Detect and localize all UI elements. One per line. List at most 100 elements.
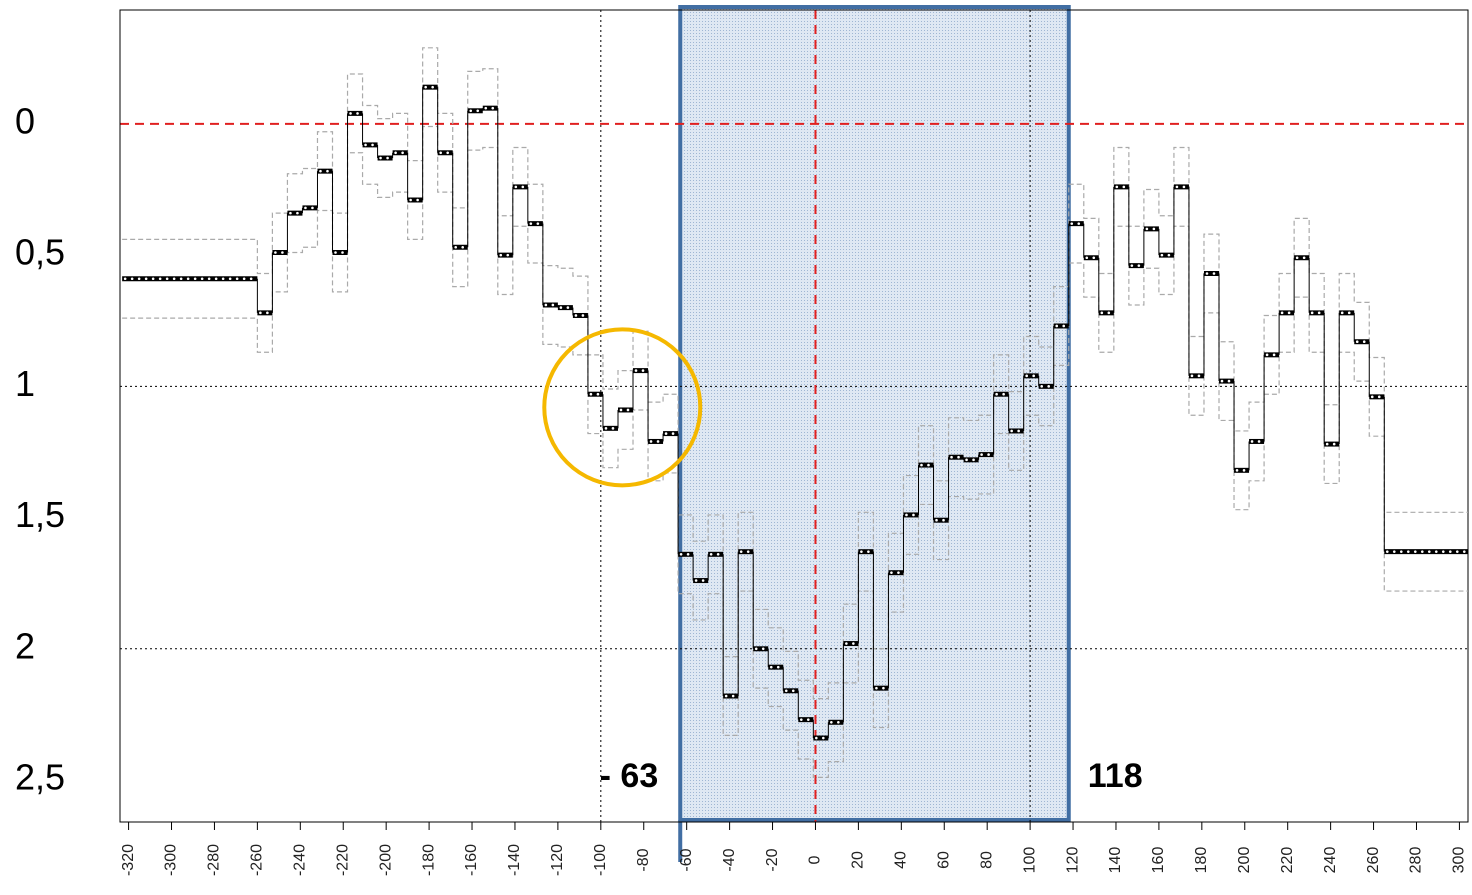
step-point xyxy=(754,647,758,651)
x-tick-label: 120 xyxy=(1064,847,1081,874)
step-point xyxy=(1167,253,1171,257)
step-point xyxy=(1070,222,1074,225)
x-tick-label: 260 xyxy=(1365,847,1382,874)
step-point xyxy=(386,156,389,160)
step-point xyxy=(401,151,404,155)
step-point xyxy=(179,277,183,281)
step-point xyxy=(980,453,983,456)
step-point xyxy=(1385,550,1389,553)
step-point xyxy=(830,720,833,724)
x-tick-label: -320 xyxy=(120,844,137,876)
x-tick-label: -80 xyxy=(635,848,652,871)
step-point xyxy=(927,463,930,467)
step-point xyxy=(514,185,518,189)
step-point xyxy=(341,251,344,254)
x-tick-label: 240 xyxy=(1322,847,1339,874)
x-tick-label: -160 xyxy=(463,844,480,876)
step-point xyxy=(1085,256,1089,260)
step-point xyxy=(739,550,743,553)
step-point xyxy=(529,222,533,225)
annotation: 118 xyxy=(1088,757,1143,795)
step-point xyxy=(1130,264,1134,267)
y-tick-label: 0,5 xyxy=(15,232,65,273)
step-point xyxy=(942,518,945,522)
step-point xyxy=(1092,256,1096,260)
annotation: - 63 xyxy=(600,757,659,795)
step-point xyxy=(130,277,134,281)
step-point xyxy=(566,306,570,309)
step-point xyxy=(349,112,352,115)
step-point xyxy=(144,277,148,281)
step-point xyxy=(1250,440,1254,443)
step-point xyxy=(574,314,578,317)
step-point xyxy=(1295,256,1299,260)
plot-frame xyxy=(119,9,1469,823)
step-point xyxy=(274,251,277,254)
step-point xyxy=(1462,550,1466,553)
step-point xyxy=(1287,311,1291,315)
step-point xyxy=(1347,311,1351,315)
step-point xyxy=(311,206,314,210)
shaded-region xyxy=(678,5,1071,822)
step-point xyxy=(1107,311,1111,315)
step-point xyxy=(1017,429,1020,433)
step-point xyxy=(776,665,780,669)
step-point xyxy=(1441,550,1445,553)
step-point xyxy=(1413,550,1417,553)
step-point xyxy=(972,458,975,462)
step-point xyxy=(242,277,246,281)
step-point xyxy=(439,151,442,155)
step-point xyxy=(1362,340,1366,344)
step-point xyxy=(935,518,938,522)
step-point xyxy=(446,151,449,155)
step-point xyxy=(845,642,848,645)
step-point xyxy=(506,253,510,257)
x-tick-label: -20 xyxy=(764,848,781,871)
step-point xyxy=(304,206,307,210)
x-tick-label: 160 xyxy=(1150,847,1167,874)
step-point xyxy=(1077,222,1081,225)
step-point xyxy=(1235,469,1239,472)
step-point xyxy=(1420,550,1424,553)
step-point xyxy=(334,251,337,254)
step-point xyxy=(1310,311,1314,315)
step-point xyxy=(172,277,176,281)
step-point xyxy=(664,432,668,435)
step-point xyxy=(165,277,169,281)
step-point xyxy=(521,185,525,189)
step-point xyxy=(822,736,825,740)
step-point xyxy=(476,109,480,113)
step-point xyxy=(784,689,788,693)
x-tick-label: -240 xyxy=(292,844,309,876)
x-tick-label: 180 xyxy=(1193,847,1210,874)
step-point xyxy=(649,440,653,443)
step-point xyxy=(1100,311,1104,315)
step-point xyxy=(1317,311,1321,315)
x-tick-label: 40 xyxy=(893,851,910,869)
step-point xyxy=(1377,395,1381,399)
step-point xyxy=(1455,550,1459,553)
step-point xyxy=(319,169,322,173)
step-point xyxy=(626,408,630,412)
step-point xyxy=(694,579,698,582)
step-point xyxy=(193,277,197,281)
step-point xyxy=(1160,253,1164,257)
step-point xyxy=(484,106,488,110)
step-point xyxy=(1272,353,1276,357)
step-point xyxy=(491,106,495,110)
step-point xyxy=(619,408,623,412)
step-point xyxy=(761,647,765,651)
step-point xyxy=(1302,256,1306,260)
step-point xyxy=(1190,374,1194,378)
step-point xyxy=(1434,550,1438,553)
step-point xyxy=(634,369,638,372)
step-point xyxy=(424,85,427,89)
x-tick-label: -60 xyxy=(678,848,695,871)
step-point xyxy=(1145,227,1149,231)
step-point xyxy=(356,112,359,115)
step-point xyxy=(950,455,953,459)
x-tick-label: 280 xyxy=(1408,847,1425,874)
step-point xyxy=(1152,227,1156,231)
step-point xyxy=(987,453,990,456)
step-point xyxy=(461,245,465,249)
